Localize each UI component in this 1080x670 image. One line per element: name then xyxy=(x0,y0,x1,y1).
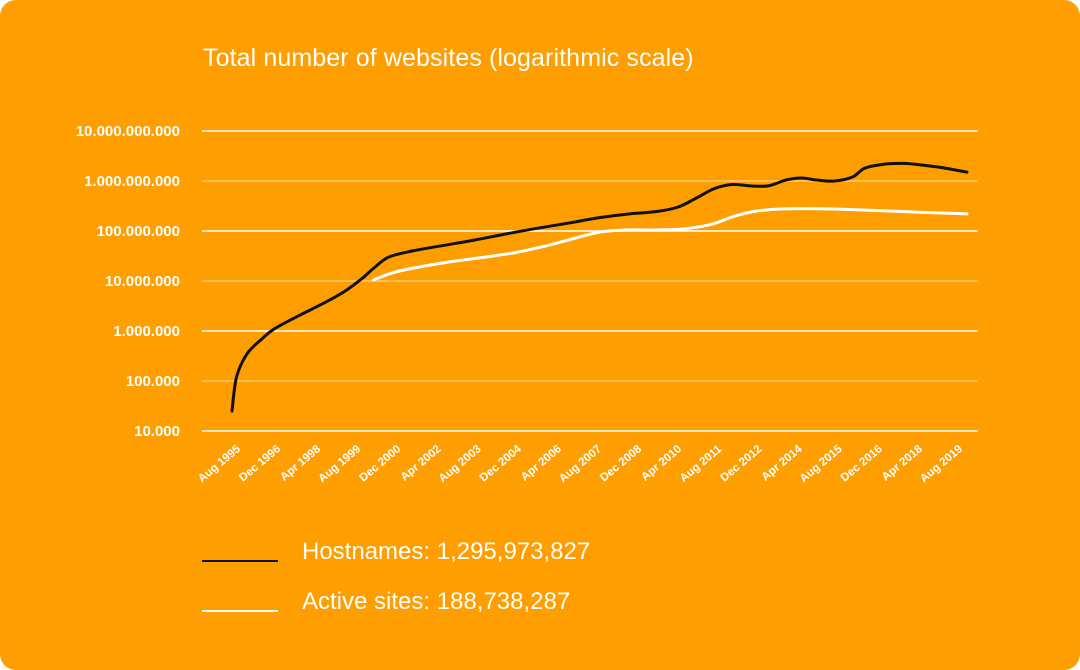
y-tick-label: 1.000.000.000 xyxy=(84,173,180,190)
x-tick-label: Dec 2008 xyxy=(598,443,644,485)
x-tick-label: Dec 2000 xyxy=(357,443,403,484)
x-tick-label: Aug 2007 xyxy=(557,443,604,485)
log-line-chart: 10.000.000.000 1.000.000.000 100.000.000 10… xyxy=(76,123,978,485)
x-tick-label: Aug 1999 xyxy=(316,443,363,485)
y-axis: 10.000.000.000 1.000.000.000 100.000.000 10… xyxy=(76,123,180,440)
y-tick-label: 100.000 xyxy=(126,373,180,390)
x-tick-label: Aug 2003 xyxy=(437,443,484,485)
legend-item-active-sites: Active sites: 188,738,287 xyxy=(202,582,570,622)
y-tick-label: 10.000.000.000 xyxy=(76,123,180,140)
x-tick-label: Dec 2012 xyxy=(718,443,764,484)
legend-swatch-active-sites xyxy=(202,610,278,612)
series-line-active-sites xyxy=(372,207,969,282)
x-tick-label: Aug 1995 xyxy=(196,443,243,485)
legend-label-hostnames: Hostnames: 1,295,973,827 xyxy=(302,538,591,565)
x-tick-label: Dec 2004 xyxy=(478,443,524,485)
grid xyxy=(202,130,978,432)
x-tick-label: Aug 2015 xyxy=(798,443,845,485)
legend-item-hostnames: Hostnames: 1,295,973,827 xyxy=(202,532,590,572)
x-tick-label: Aug 2011 xyxy=(678,443,725,485)
x-tick-label: Aug 2019 xyxy=(918,443,965,485)
legend-label-active-sites: Active sites: 188,738,287 xyxy=(302,588,571,615)
x-tick-label: Dec 1996 xyxy=(237,443,283,484)
x-tick-label: Dec 2016 xyxy=(839,443,885,484)
series-lines xyxy=(230,161,969,413)
y-tick-label: 100.000.000 xyxy=(97,223,180,240)
y-tick-label: 1.000.000 xyxy=(113,323,180,340)
y-tick-label: 10.000 xyxy=(134,423,180,440)
legend-swatch-hostnames xyxy=(202,560,278,562)
series-line-hostnames xyxy=(230,161,969,413)
y-tick-label: 10.000.000 xyxy=(105,273,180,290)
x-tick-label: Apr 2010 xyxy=(639,443,684,483)
chart-title: Total number of websites (logarithmic sc… xyxy=(203,44,694,72)
